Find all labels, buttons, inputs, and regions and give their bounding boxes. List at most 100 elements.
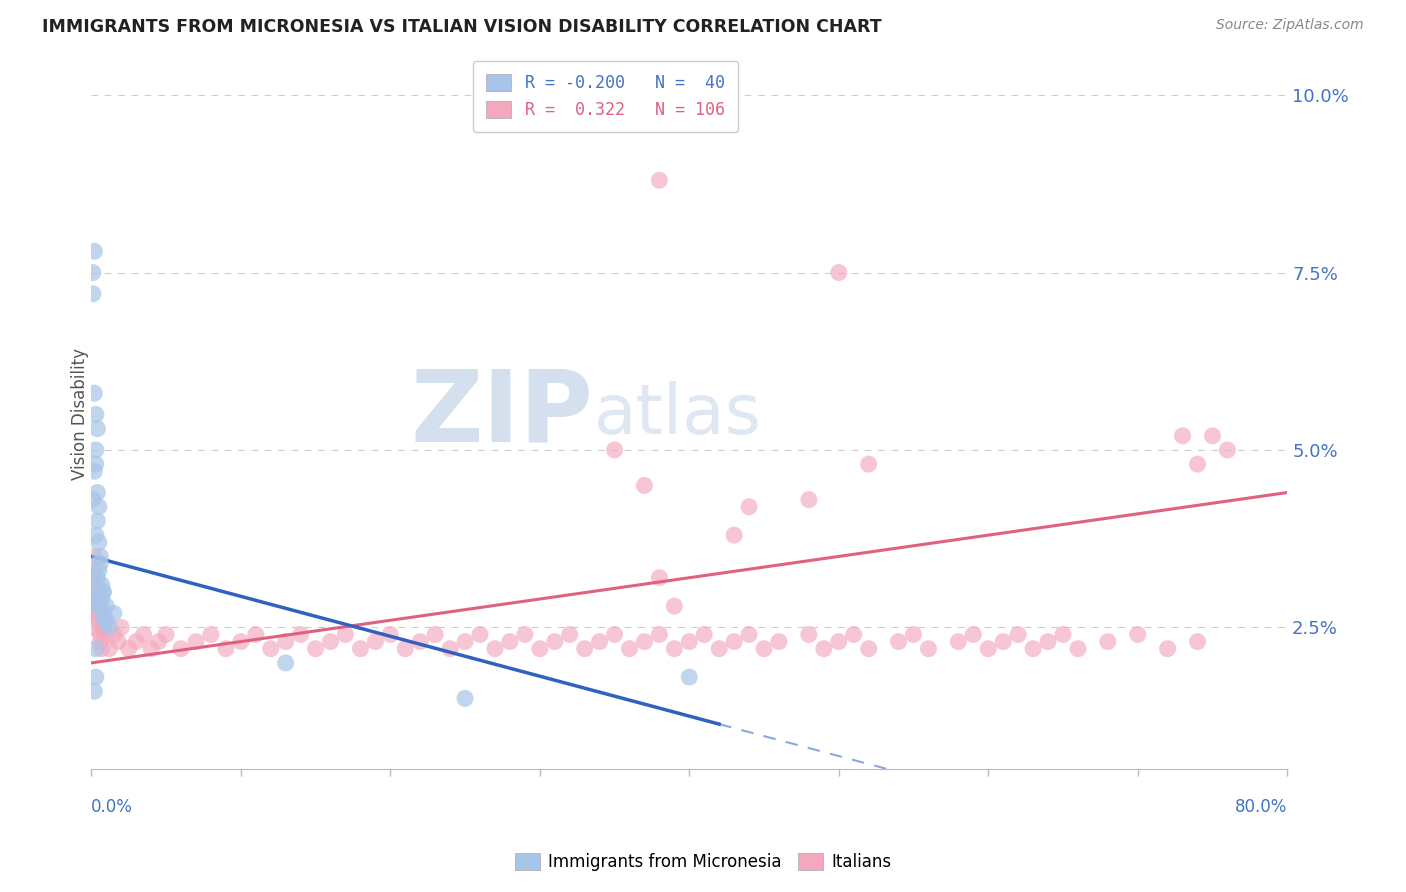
Point	[678, 634, 700, 648]
Point	[678, 670, 700, 684]
Point	[170, 641, 193, 656]
Point	[90, 578, 112, 592]
Point	[139, 641, 162, 656]
Point	[709, 641, 731, 656]
Point	[86, 599, 108, 613]
Point	[828, 634, 851, 648]
Point	[828, 266, 851, 280]
Point	[82, 620, 104, 634]
Point	[349, 641, 371, 656]
Point	[962, 627, 984, 641]
Point	[738, 500, 761, 514]
Point	[87, 535, 110, 549]
Point	[86, 422, 108, 436]
Point	[648, 627, 671, 641]
Point	[887, 634, 910, 648]
Point	[1022, 641, 1045, 656]
Point	[797, 492, 820, 507]
Point	[574, 641, 596, 656]
Point	[91, 620, 114, 634]
Point	[603, 627, 626, 641]
Legend: R = -0.200   N =  40, R =  0.322   N = 106: R = -0.200 N = 40, R = 0.322 N = 106	[472, 61, 738, 132]
Point	[1126, 627, 1149, 641]
Legend: Immigrants from Micronesia, Italians: Immigrants from Micronesia, Italians	[506, 845, 900, 880]
Point	[409, 634, 432, 648]
Point	[86, 599, 108, 613]
Point	[90, 641, 112, 656]
Point	[84, 599, 107, 613]
Point	[86, 578, 108, 592]
Point	[94, 627, 117, 641]
Point	[425, 627, 447, 641]
Point	[89, 549, 111, 564]
Point	[83, 244, 105, 259]
Point	[1171, 429, 1194, 443]
Point	[394, 641, 416, 656]
Point	[903, 627, 925, 641]
Point	[335, 627, 357, 641]
Point	[364, 634, 387, 648]
Point	[103, 606, 125, 620]
Text: atlas: atlas	[593, 381, 762, 448]
Point	[184, 634, 207, 648]
Point	[86, 485, 108, 500]
Point	[82, 571, 104, 585]
Point	[89, 627, 111, 641]
Point	[132, 627, 155, 641]
Point	[319, 634, 342, 648]
Point	[544, 634, 567, 648]
Point	[1187, 634, 1209, 648]
Point	[260, 641, 283, 656]
Point	[723, 528, 745, 542]
Point	[84, 592, 107, 607]
Point	[86, 514, 108, 528]
Point	[723, 634, 745, 648]
Point	[82, 585, 104, 599]
Text: Source: ZipAtlas.com: Source: ZipAtlas.com	[1216, 18, 1364, 32]
Point	[98, 620, 121, 634]
Point	[603, 442, 626, 457]
Point	[125, 634, 148, 648]
Point	[499, 634, 522, 648]
Point	[813, 641, 835, 656]
Point	[83, 549, 105, 564]
Point	[993, 634, 1015, 648]
Point	[103, 627, 125, 641]
Point	[648, 571, 671, 585]
Point	[274, 634, 297, 648]
Point	[83, 564, 105, 578]
Point	[1007, 627, 1029, 641]
Point	[84, 442, 107, 457]
Point	[454, 634, 477, 648]
Point	[274, 656, 297, 670]
Point	[693, 627, 716, 641]
Point	[664, 641, 686, 656]
Point	[91, 613, 114, 627]
Point	[768, 634, 790, 648]
Point	[84, 585, 107, 599]
Point	[664, 599, 686, 613]
Point	[588, 634, 610, 648]
Point	[91, 585, 114, 599]
Point	[484, 641, 506, 656]
Point	[1036, 634, 1059, 648]
Text: 80.0%: 80.0%	[1234, 798, 1288, 816]
Point	[82, 286, 104, 301]
Point	[83, 386, 105, 401]
Point	[148, 634, 170, 648]
Point	[83, 464, 105, 478]
Point	[83, 606, 105, 620]
Point	[290, 627, 312, 641]
Point	[91, 585, 114, 599]
Point	[917, 641, 939, 656]
Point	[454, 691, 477, 706]
Point	[84, 641, 107, 656]
Text: 0.0%: 0.0%	[91, 798, 134, 816]
Point	[87, 606, 110, 620]
Point	[1156, 641, 1178, 656]
Point	[648, 173, 671, 187]
Text: IMMIGRANTS FROM MICRONESIA VS ITALIAN VISION DISABILITY CORRELATION CHART: IMMIGRANTS FROM MICRONESIA VS ITALIAN VI…	[42, 18, 882, 36]
Point	[155, 627, 177, 641]
Point	[215, 641, 238, 656]
Point	[83, 684, 105, 698]
